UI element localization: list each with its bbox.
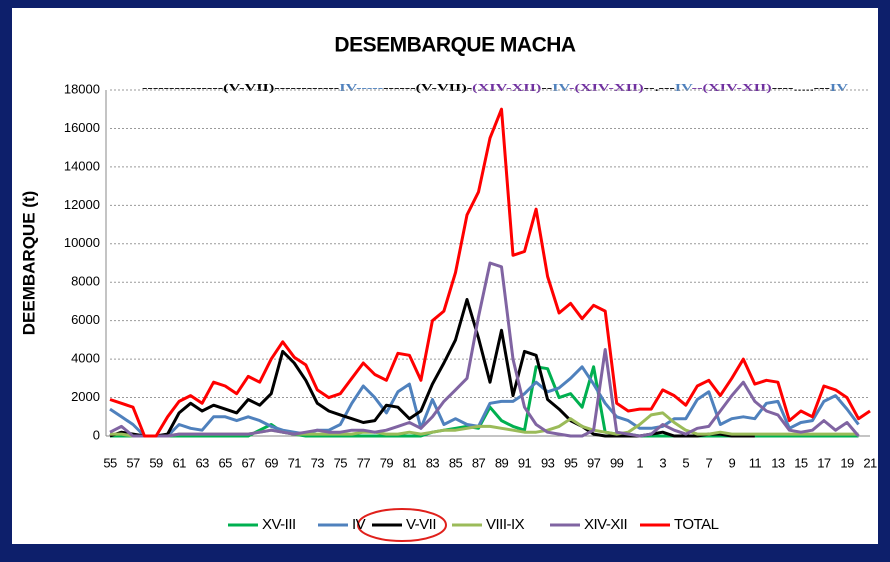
x-tick-label: 89	[495, 455, 509, 470]
panel	[12, 8, 878, 544]
annotation-part: IV	[830, 82, 848, 94]
x-tick-label: 61	[172, 455, 186, 470]
x-tick-label: 63	[195, 455, 209, 470]
chart-title: DESEMBARQUE MACHA	[334, 34, 576, 57]
annotation-part: ---------------(V-VII)------------	[142, 82, 340, 94]
y-tick-label: 0	[93, 427, 100, 442]
x-tick-label: 13	[771, 455, 785, 470]
y-tick-label: 8000	[71, 274, 100, 289]
x-tick-label: 7	[705, 455, 712, 470]
x-tick-label: 9	[728, 455, 735, 470]
x-tick-label: 19	[840, 455, 854, 470]
highlight-ellipse	[357, 508, 447, 542]
series-line	[109, 365, 860, 438]
x-tick-label: 3	[659, 455, 666, 470]
x-tick-label: 5	[682, 455, 689, 470]
x-tick-label: 15	[794, 455, 808, 470]
annotation-part: IV-----	[339, 82, 383, 94]
y-tick-label: 16000	[64, 120, 100, 135]
annotation-part: IV	[552, 82, 570, 94]
y-tick-label: 14000	[64, 158, 100, 173]
x-tick-label: 97	[587, 455, 601, 470]
y-axis-label: DEEMBARQUE (t)	[19, 191, 38, 336]
annotation-part: --(XIV-XII)	[692, 82, 773, 94]
annotation-part: ----.....---	[772, 82, 831, 94]
x-tick-label: 77	[357, 455, 371, 470]
x-tick-label: 57	[126, 455, 140, 470]
x-tick-label: 81	[403, 455, 417, 470]
x-tick-label: 95	[564, 455, 578, 470]
annotation-part: ------(V-VII)-	[383, 82, 473, 94]
legend-label: IV	[352, 516, 366, 533]
x-tick-label: 83	[426, 455, 440, 470]
x-tick-label: 91	[518, 455, 532, 470]
annotation: ---------------(V-VII)------------ IV----…	[142, 82, 848, 94]
legend-label: TOTAL	[674, 516, 719, 533]
x-tick-label: 1	[636, 455, 643, 470]
annotation-part: --.---	[644, 82, 676, 94]
x-tick-label: 21	[863, 455, 877, 470]
legend-label: XV-III	[262, 516, 296, 533]
annotation-part: --	[541, 82, 552, 94]
x-tick-label: 71	[288, 455, 302, 470]
x-tick-label: 87	[472, 455, 486, 470]
series-line	[109, 261, 860, 438]
annotation-part: (XIV-XII)	[472, 82, 542, 94]
x-tick-label: 73	[311, 455, 325, 470]
y-tick-label: 4000	[71, 351, 100, 366]
x-tick-label: 85	[449, 455, 463, 470]
x-tick-label: 79	[380, 455, 394, 470]
y-tick-label: 18000	[64, 81, 100, 96]
x-tick-label: 11	[749, 455, 762, 470]
legend-label: XIV-XII	[584, 516, 627, 533]
x-tick-label: 17	[817, 455, 831, 470]
y-tick-label: 6000	[71, 312, 100, 327]
x-tick-label: 65	[219, 455, 233, 470]
annotation-part: IV	[675, 82, 693, 94]
annotation-part: -(XIV-XII)	[569, 82, 644, 94]
x-tick-label: 67	[242, 455, 256, 470]
x-tick-label: 93	[541, 455, 555, 470]
x-tick-label: 59	[149, 455, 163, 470]
x-tick-label: 69	[265, 455, 279, 470]
y-tick-label: 12000	[64, 197, 100, 212]
legend-label: V-VII	[406, 516, 436, 533]
x-tick-label: 99	[610, 455, 624, 470]
x-tick-label: 75	[334, 455, 348, 470]
y-tick-label: 10000	[64, 235, 100, 250]
series-line	[109, 107, 871, 438]
y-tick-label: 2000	[71, 389, 100, 404]
x-tick-label: 55	[103, 455, 117, 470]
legend-label: VIII-IX	[486, 516, 525, 533]
